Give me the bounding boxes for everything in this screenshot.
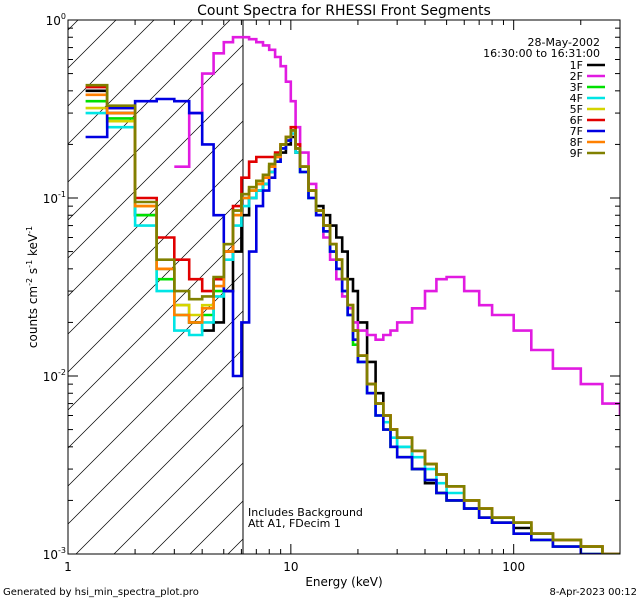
- x-tick-labels: 1 10 100: [64, 560, 525, 574]
- y-tick-label: 10-3: [43, 546, 66, 562]
- time-range-label: 16:30:00 to 16:31:00: [483, 47, 600, 60]
- plot-frame: [67, 19, 621, 555]
- hatch-line: [68, 82, 243, 259]
- hatch-line: [68, 158, 243, 335]
- series-line-9f: [85, 83, 620, 554]
- series-line-7f: [85, 97, 620, 554]
- y-tick-labels: 100 10-1 10-2 10-3: [43, 12, 66, 562]
- x-tick-label: 100: [502, 560, 525, 574]
- legend-label-8f: 8F: [570, 136, 583, 149]
- hatch-line: [68, 20, 79, 31]
- hatch-line: [75, 386, 243, 554]
- hatch-line: [68, 20, 117, 69]
- hatch-line: [0, 0, 106, 554]
- x-axis-label: Energy (keV): [305, 575, 382, 589]
- legend-label-4f: 4F: [570, 92, 583, 105]
- date-label: 28-May-2002: [528, 36, 600, 49]
- hatch-line: [68, 310, 243, 487]
- y-axis-label: counts cm-2 s-1 keV-1: [25, 226, 40, 348]
- hatched-region: [0, 0, 640, 554]
- annotation-background: Includes Background: [248, 506, 363, 519]
- annotation-attenuator: Att A1, FDecim 1: [248, 517, 341, 530]
- y-tick-label: 10-2: [43, 368, 66, 384]
- footer-generated-by: Generated by hsi_min_spectra_plot.pro: [3, 587, 199, 598]
- footer-timestamp: 8-Apr-2023 00:12: [550, 587, 637, 598]
- legend-label-3f: 3F: [570, 81, 583, 94]
- hatch-line: [68, 196, 243, 373]
- legend-label-9f: 9F: [570, 147, 583, 160]
- hatch-line: [113, 424, 243, 554]
- hatch-line: [68, 20, 231, 183]
- y-tick-label: 100: [46, 12, 66, 28]
- hatch-line: [68, 120, 243, 297]
- axis-ticks: [67, 19, 621, 555]
- hatch-line: [68, 20, 155, 107]
- legend-label-1f: 1F: [570, 59, 583, 72]
- hatch-line: [68, 272, 243, 449]
- legend-label-5f: 5F: [570, 103, 583, 116]
- hatch-line: [68, 348, 243, 525]
- chart-title: Count Spectra for RHESSI Front Segments: [197, 3, 491, 19]
- hatch-line: [304, 0, 640, 554]
- hatch-line: [151, 462, 243, 554]
- x-tick-label: 10: [283, 560, 298, 574]
- legend-label-2f: 2F: [570, 70, 583, 83]
- hatch-line: [342, 0, 640, 554]
- legend-label-7f: 7F: [570, 125, 583, 138]
- hatch-line: [68, 44, 243, 221]
- series-layer: [85, 35, 620, 554]
- y-tick-label: 10-1: [43, 190, 66, 206]
- hatch-line: [68, 20, 193, 145]
- x-tick-label: 1: [64, 560, 72, 574]
- legend-label-6f: 6F: [570, 114, 583, 127]
